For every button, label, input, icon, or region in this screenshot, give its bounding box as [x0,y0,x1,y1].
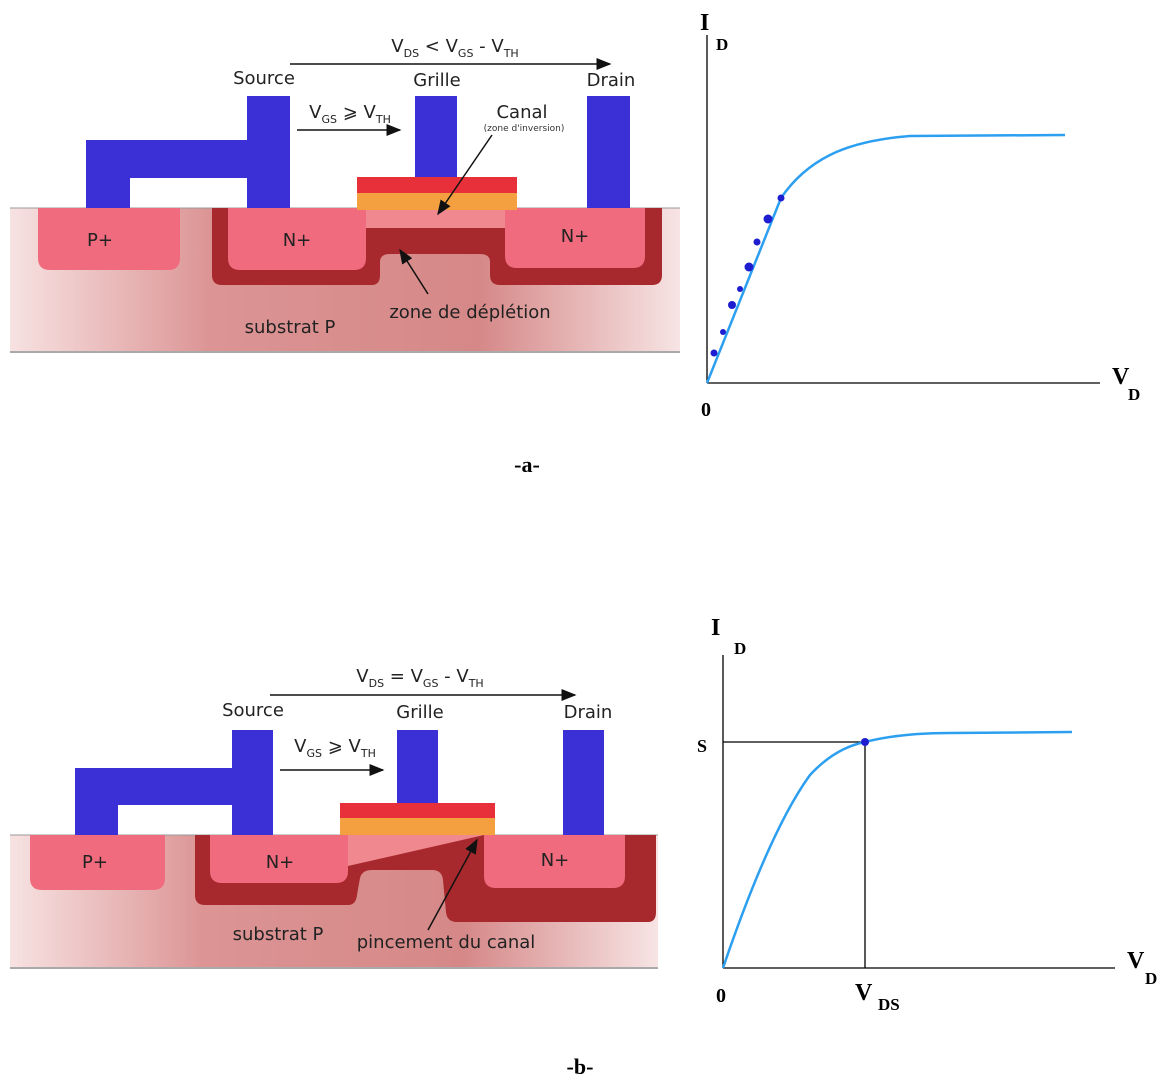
s-label: S [697,736,707,756]
dot [764,215,773,224]
formula-sub: TH [375,113,391,126]
formula-part: - V [473,36,504,57]
formula-sub: TH [360,747,376,760]
gate-oxide [340,818,495,835]
drain-label: Drain [587,70,636,91]
formula-sub: TH [468,677,484,690]
id-curve [707,135,1065,383]
formula-part: V [294,736,307,757]
y-label: I [711,615,720,641]
gate-contact [415,96,457,177]
gate-oxide [357,193,517,210]
formula-part: V [309,102,322,123]
formula-sub: GS [321,113,337,126]
page: VDS < VGS - VTH VGS ⩾ VTH Source Grille … [0,0,1164,1079]
id-curve [723,732,1072,968]
n-plus-label: N+ [283,230,312,251]
substrate-label: substrat P [245,317,336,338]
graph-b: I D S V D 0 V DS [697,615,1157,1014]
source-label: Source [233,68,295,89]
vds-formula: VDS < VGS - VTH [391,36,518,60]
dot [745,263,754,272]
vds-label-sub: DS [878,995,900,1014]
dot [720,329,726,335]
drain-contact [587,96,630,208]
dot [754,239,761,246]
source-contact [86,96,290,208]
formula-part: ⩾ V [337,102,377,123]
formula-part: ⩾ V [322,736,362,757]
source-contact [75,730,273,835]
formula-part: V [356,666,369,687]
n-plus-label: N+ [561,226,590,247]
dot [737,286,743,292]
p-plus-label: P+ [87,230,113,251]
formula-sub: GS [423,677,439,690]
gate-label: Grille [413,70,460,91]
vgs-formula: VGS ⩾ VTH [294,736,376,760]
origin-label: 0 [716,985,726,1007]
channel-label: Canal [496,102,547,123]
gate-metal [357,177,517,193]
depletion-label: zone de déplétion [389,302,550,323]
y-label-sub: D [734,639,746,658]
channel-note: (zone d'inversion) [484,124,565,134]
source-label: Source [222,700,284,721]
formula-sub: GS [306,747,322,760]
gate-label: Grille [396,702,443,723]
formula-part: - V [438,666,469,687]
caption: -b- [567,1054,594,1079]
formula-part: V [391,36,404,57]
dot [711,350,718,357]
drain-contact [563,730,604,835]
origin-label: 0 [701,399,711,421]
gate-contact [397,730,438,803]
p-plus-label: P+ [82,852,108,873]
pinch-point [861,738,869,746]
formula-sub: GS [458,47,474,60]
x-label: V [1127,948,1145,974]
pinch-label: pincement du canal [357,932,536,953]
caption: -a- [514,452,540,477]
x-label-sub: D [1128,385,1140,404]
y-label: I [700,10,709,36]
vds-formula: VDS = VGS - VTH [356,666,483,690]
dot [728,301,736,309]
dot [778,195,785,202]
diagram-a: VDS < VGS - VTH VGS ⩾ VTH Source Grille … [10,36,680,352]
vds-label: V [855,980,873,1006]
formula-sub: DS [404,47,419,60]
n-plus-label: N+ [541,850,570,871]
gate-metal [340,803,495,818]
formula-sub: TH [503,47,519,60]
n-plus-label: N+ [266,852,295,873]
drain-label: Drain [564,702,613,723]
formula-sub: DS [369,677,384,690]
graph-a: I D V D 0 [700,10,1140,421]
formula-part: < V [419,36,459,57]
diagram-b: VDS = VGS - VTH VGS ⩾ VTH Source Grille … [10,666,658,968]
formula-part: = V [384,666,424,687]
y-label-sub: D [716,35,728,54]
x-label-sub: D [1145,969,1157,988]
channel [366,208,505,228]
substrate-label: substrat P [233,924,324,945]
vgs-formula: VGS ⩾ VTH [309,102,391,126]
